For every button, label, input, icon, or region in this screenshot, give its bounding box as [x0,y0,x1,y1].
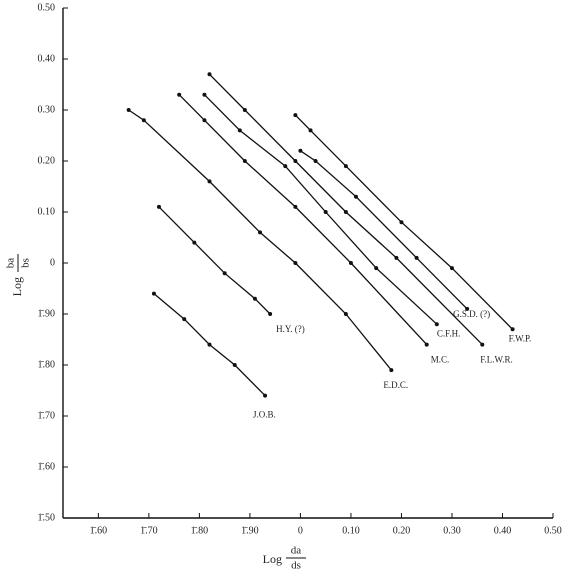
data-point [141,118,146,123]
data-point [414,255,419,260]
series-label: J.O.B. [253,410,276,420]
x-axis-label-num: da [291,545,302,557]
data-point [293,113,298,118]
data-point [293,159,298,163]
data-point [348,261,353,265]
data-point [394,255,399,260]
data-point [293,261,298,265]
x-tick-label: 1̄.80 [191,525,209,536]
x-tick-label: 0.50 [544,525,562,536]
y-tick-label: 0 [50,257,55,268]
y-tick-label: 0.40 [38,53,56,64]
x-axis-label: Log [263,552,282,566]
x-tick-label: 1̄.60 [90,525,108,536]
series-line [178,94,428,346]
x-tick-label: 0 [298,525,303,536]
y-tick-label: 1̄.70 [38,410,56,421]
data-point [480,342,485,347]
data-point [182,317,187,322]
data-point [313,159,318,163]
series-line [209,73,483,346]
data-point [283,164,288,169]
data-point [242,159,247,163]
data-point [465,306,470,311]
data-point [343,210,348,214]
x-axis-label-den: ds [291,560,301,572]
data-point [343,164,348,169]
y-axis-label-group: Log ba bs [5,254,32,296]
x-tick-label: 0.30 [443,525,461,536]
data-point [156,204,161,209]
y-tick-label: 1̄.60 [38,461,56,472]
data-point [242,108,247,112]
data-point [268,312,273,316]
data-point [177,92,182,97]
x-tick-label: 1̄.70 [140,525,158,536]
data-point [399,220,404,225]
y-tick-label: 1̄.80 [38,359,56,370]
data-point [424,342,429,347]
data-point [232,363,237,367]
x-tick-label: 0.40 [494,525,512,536]
series-line [203,94,438,325]
series-label: G.S.D. (?) [453,309,490,319]
y-tick-label: 0.10 [38,206,56,217]
data-point [222,271,227,276]
data-point [389,368,394,373]
data-point [293,204,298,209]
data-point [237,128,242,133]
x-tick-label: 0.10 [342,525,360,536]
series-line [128,109,392,371]
y-tick-label: 1̄.50 [38,512,56,523]
data-point [252,296,257,301]
y-tick-label: 0.20 [38,155,56,166]
data-point [449,266,454,271]
y-axis-label: Log [10,277,24,296]
y-tick-label: 0.50 [38,2,56,13]
data-point [207,342,212,347]
data-point [207,179,212,184]
series-label: E.D.C. [383,380,408,390]
series-label: C.F.H. [437,328,461,338]
series-line [294,114,514,330]
series-label: F.L.W.R. [480,355,512,365]
data-point [263,393,268,398]
data-point [510,327,515,332]
x-tick-label: 1̄.90 [241,525,259,536]
series-line [300,150,468,310]
y-tick-label: 0.30 [38,104,56,115]
data-point [343,312,348,316]
data-point [258,230,263,235]
data-point [202,118,207,123]
data-point [308,128,313,133]
x-tick-label: 0.20 [393,525,411,536]
data-point [202,92,207,97]
data-point [434,322,439,327]
data-point [298,148,303,153]
y-tick-label: 1̄.90 [38,308,56,319]
data-point [192,240,197,245]
series-label: M.C. [431,355,450,365]
data-point [353,194,358,199]
y-axis-label-num: ba [5,258,17,269]
y-axis-label-den: bs [20,258,32,268]
data-point [323,210,328,214]
data-point [374,266,379,271]
data-point [207,72,212,77]
series-label: H.Y. (?) [276,324,305,334]
data-point [151,291,156,296]
series-label: F.W.P. [509,333,532,343]
data-point [126,108,131,112]
